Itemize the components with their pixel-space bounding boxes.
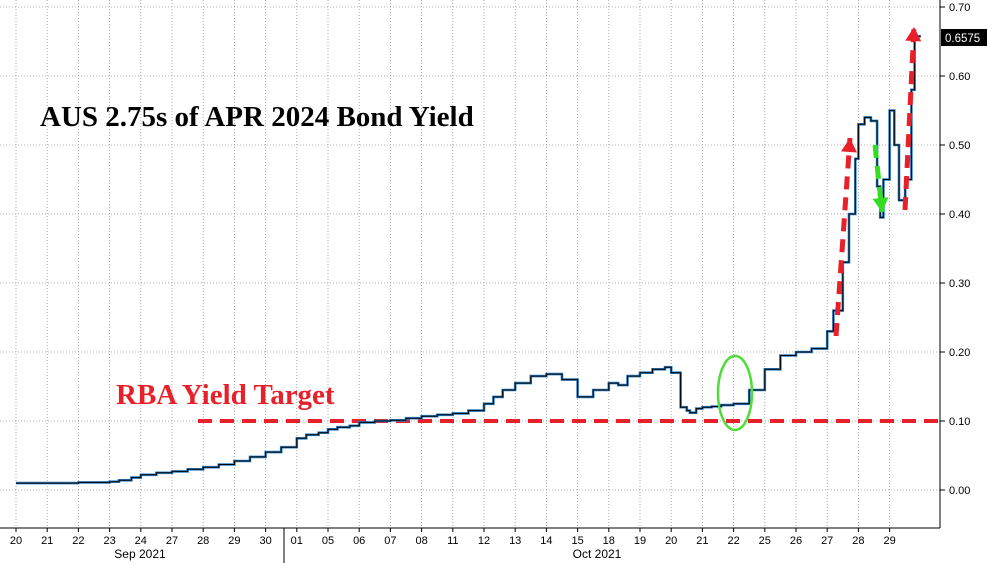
month-label: Oct 2021: [573, 547, 622, 561]
x-tick-label: 19: [634, 535, 646, 547]
green-arrow-down: [872, 144, 885, 213]
last-value-badge: 0.6575: [941, 29, 987, 46]
x-tick-label: 01: [291, 535, 303, 547]
x-tick-label: 27: [166, 535, 178, 547]
y-tick-label: 0.00: [949, 485, 970, 497]
x-tick-label: 07: [384, 535, 396, 547]
x-tick-label: 25: [759, 535, 771, 547]
red-arrow-up-2: [902, 26, 917, 211]
grid-lines: [0, 0, 940, 528]
red-arrow-up-1-head: [841, 138, 857, 153]
x-tick-label: 21: [696, 535, 708, 547]
y-tick-label: 0.50: [949, 140, 970, 152]
chart-title: AUS 2.75s of APR 2024 Bond Yield: [40, 101, 474, 133]
green-circle-highlight: [716, 354, 754, 432]
x-tick-label: 20: [10, 535, 22, 547]
x-tick-label: 23: [103, 535, 115, 547]
x-tick-label: 05: [322, 535, 334, 547]
x-tick-label: 27: [821, 535, 833, 547]
x-tick-label: 29: [883, 535, 895, 547]
x-tick-label: 22: [727, 535, 739, 547]
x-tick-label: 06: [353, 535, 365, 547]
x-tick-label: 22: [72, 535, 84, 547]
x-tick-label: 28: [197, 535, 209, 547]
x-tick-label: 12: [478, 535, 490, 547]
green-arrow-down-head: [872, 197, 889, 212]
x-tick-label: 08: [415, 535, 427, 547]
x-tick-label: 14: [540, 535, 552, 547]
x-tick-label: 28: [852, 535, 864, 547]
x-tick-label: 24: [135, 535, 147, 547]
month-label: Sep 2021: [114, 547, 166, 561]
x-tick-label: 26: [790, 535, 802, 547]
y-tick-label: 0.40: [949, 209, 970, 221]
rba-target-label: RBA Yield Target: [116, 379, 335, 411]
series-line: [16, 35, 921, 484]
x-tick-label: 15: [571, 535, 583, 547]
x-tick-label: 11: [447, 535, 458, 547]
y-tick-label: 0.60: [949, 71, 970, 83]
series-group: [16, 35, 921, 485]
last-value-box: [941, 29, 987, 46]
y-tick-label: 0.20: [949, 347, 970, 359]
x-tick-label: 21: [41, 535, 53, 547]
x-tick-label: 13: [509, 535, 521, 547]
y-tick-label: 0.10: [949, 416, 970, 428]
red-arrow-up-2-head: [905, 27, 922, 42]
x-tick-label: 30: [259, 535, 271, 547]
arrow-annotations: [716, 26, 922, 432]
last-value-label: 0.6575: [945, 33, 980, 45]
y-tick-label: 0.70: [949, 2, 970, 14]
x-tick-label: 18: [603, 535, 615, 547]
red-arrow-up-1: [833, 137, 853, 337]
x-tick-label: 29: [228, 535, 240, 547]
x-tick-label: 20: [665, 535, 677, 547]
y-tick-label: 0.30: [949, 278, 970, 290]
